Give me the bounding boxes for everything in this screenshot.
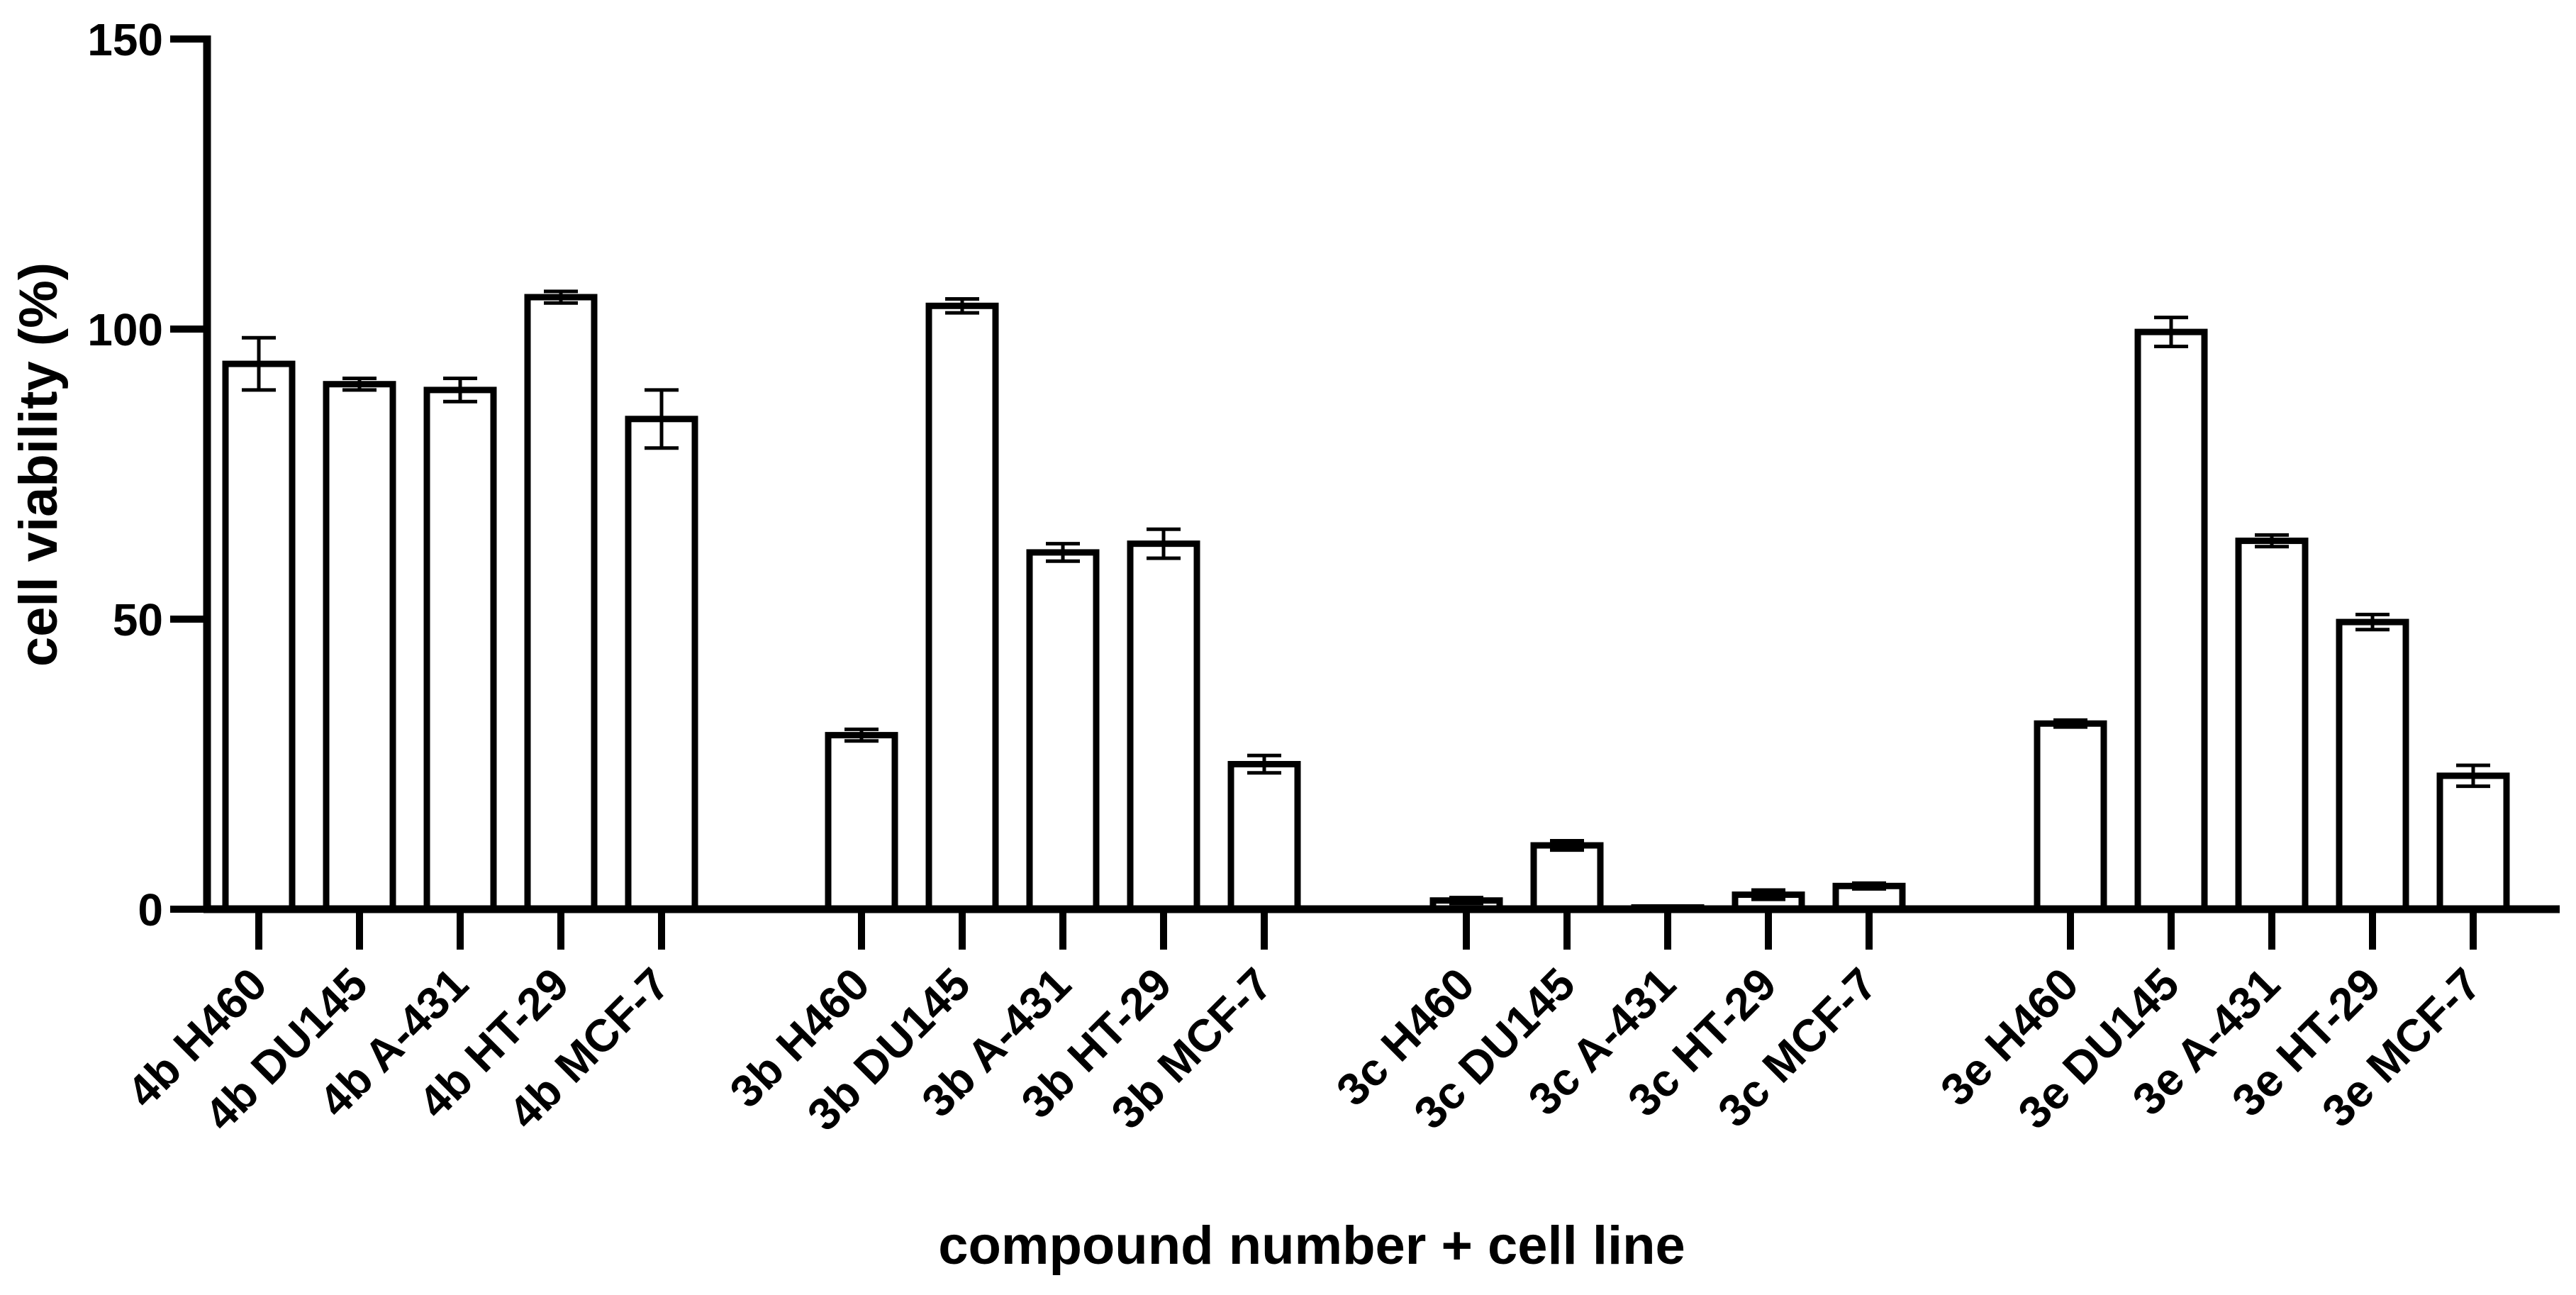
error-bar (844, 727, 879, 743)
error-bar (443, 377, 477, 404)
y-axis-title: cell viability (%) (9, 262, 69, 667)
error-bar (2456, 763, 2490, 789)
bar (423, 387, 497, 913)
error-bar (544, 289, 578, 305)
bars-layer (222, 294, 2510, 913)
bar (222, 360, 296, 913)
bar (2336, 618, 2409, 913)
error-bar (1550, 838, 1584, 852)
y-tick-label: 150 (87, 14, 163, 65)
x-axis-title: compound number + cell line (938, 1216, 1685, 1276)
bar (1127, 540, 1200, 913)
error-bar (242, 335, 276, 392)
y-tick-label: 100 (87, 304, 163, 355)
error-bar (1449, 896, 1483, 906)
error-bar (2053, 718, 2087, 729)
bar (625, 416, 698, 913)
error-bar (1852, 881, 1886, 891)
bar (2436, 772, 2510, 913)
error-bar (2255, 533, 2289, 549)
bar (1026, 549, 1100, 913)
bar (2134, 328, 2208, 913)
bar (323, 381, 396, 913)
error-bar (945, 296, 979, 315)
error-bar (2154, 316, 2188, 349)
axes-layer (170, 35, 2560, 950)
y-tick-label: 50 (113, 594, 163, 645)
bar (1227, 761, 1301, 913)
bar (825, 732, 898, 913)
error-bar (342, 377, 377, 392)
bar (2034, 720, 2107, 913)
error-bar (2355, 612, 2390, 632)
bar (524, 294, 598, 913)
bar (2235, 538, 2309, 913)
bar (1530, 842, 1604, 913)
error-bar (1147, 527, 1181, 560)
error-bar (1751, 888, 1785, 901)
error-bar (1046, 542, 1080, 563)
bar (925, 302, 999, 913)
error-bar (645, 388, 679, 450)
y-tick-label: 0 (138, 884, 163, 935)
error-bar (1247, 753, 1281, 775)
